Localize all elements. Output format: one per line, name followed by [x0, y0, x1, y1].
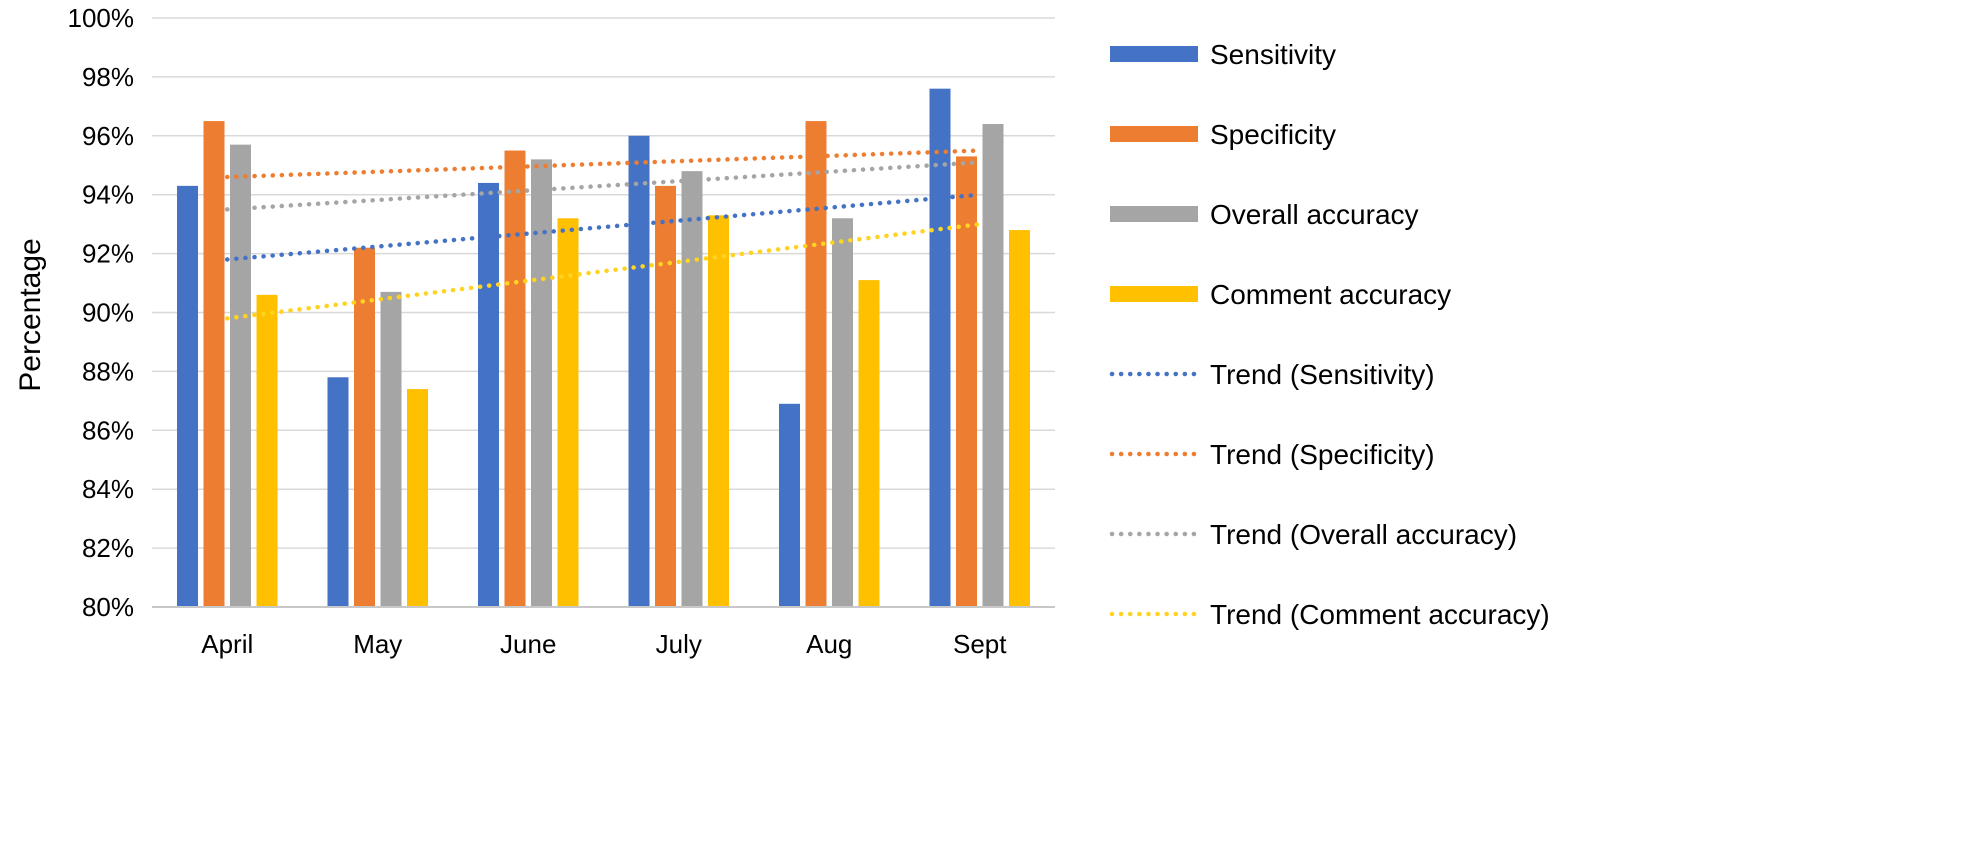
legend-swatch	[1110, 206, 1198, 222]
legend-swatch	[1110, 286, 1198, 302]
bar	[407, 389, 428, 607]
trendlines	[225, 148, 982, 321]
grid	[152, 17, 1055, 549]
bar	[478, 182, 499, 608]
bar	[354, 247, 375, 607]
legend-label: Trend (Comment accuracy)	[1210, 599, 1550, 630]
x-tick-label: Aug	[806, 629, 852, 659]
legend-label: Trend (Sensitivity)	[1210, 359, 1435, 390]
x-tick-label: Sept	[953, 629, 1007, 659]
bar	[708, 215, 729, 607]
y-tick-label: 82%	[82, 533, 134, 563]
y-tick-label: 90%	[82, 298, 134, 328]
legend-swatch	[1110, 46, 1198, 62]
y-tick-label: 80%	[82, 592, 134, 622]
bars	[177, 88, 1030, 608]
y-tick-label: 98%	[82, 62, 134, 92]
bar	[681, 171, 703, 607]
x-tick-label: June	[500, 629, 556, 659]
bar	[655, 185, 676, 608]
y-axis-ticks: 80% 82% 84% 86% 88% 90% 92% 94% 96% 98% 100%	[68, 3, 135, 622]
bar	[628, 135, 650, 608]
legend: Sensitivity Specificity Overall accuracy Co…	[1109, 39, 1550, 630]
x-tick-label: April	[201, 629, 253, 659]
x-tick-label: May	[353, 629, 402, 659]
bar	[504, 150, 526, 607]
bar	[858, 280, 880, 607]
x-tick-label: July	[656, 629, 702, 659]
bar	[1009, 230, 1030, 608]
legend-label: Sensitivity	[1210, 39, 1336, 70]
trendline	[225, 221, 982, 321]
y-tick-label: 100%	[68, 3, 135, 33]
y-tick-label: 96%	[82, 121, 134, 151]
legend-label: Comment accuracy	[1210, 279, 1451, 310]
bar	[779, 403, 800, 607]
bar	[956, 156, 977, 608]
bar	[380, 291, 402, 607]
bar	[230, 144, 251, 607]
y-tick-label: 84%	[82, 474, 134, 504]
legend-label: Overall accuracy	[1210, 199, 1419, 230]
legend-label: Trend (Overall accuracy)	[1210, 519, 1517, 550]
bar	[531, 159, 552, 608]
trendline	[225, 160, 982, 212]
y-tick-label: 92%	[82, 239, 134, 269]
bar	[256, 294, 278, 607]
legend-swatch	[1110, 126, 1198, 142]
bar	[557, 218, 579, 607]
y-tick-label: 94%	[82, 180, 134, 210]
bar	[929, 88, 951, 608]
trendline	[225, 148, 982, 180]
legend-label: Specificity	[1210, 119, 1336, 150]
bar	[832, 218, 853, 607]
y-axis-title: Percentage	[14, 238, 47, 391]
bar	[203, 121, 225, 607]
bar	[982, 124, 1004, 608]
bar	[177, 185, 198, 608]
y-tick-label: 88%	[82, 356, 134, 386]
legend-label: Trend (Specificity)	[1210, 439, 1435, 470]
x-axis-ticks: April May June July Aug Sept	[201, 629, 1007, 659]
bar	[805, 121, 827, 607]
bar	[327, 377, 349, 607]
trendline	[225, 192, 982, 262]
y-tick-label: 86%	[82, 415, 134, 445]
